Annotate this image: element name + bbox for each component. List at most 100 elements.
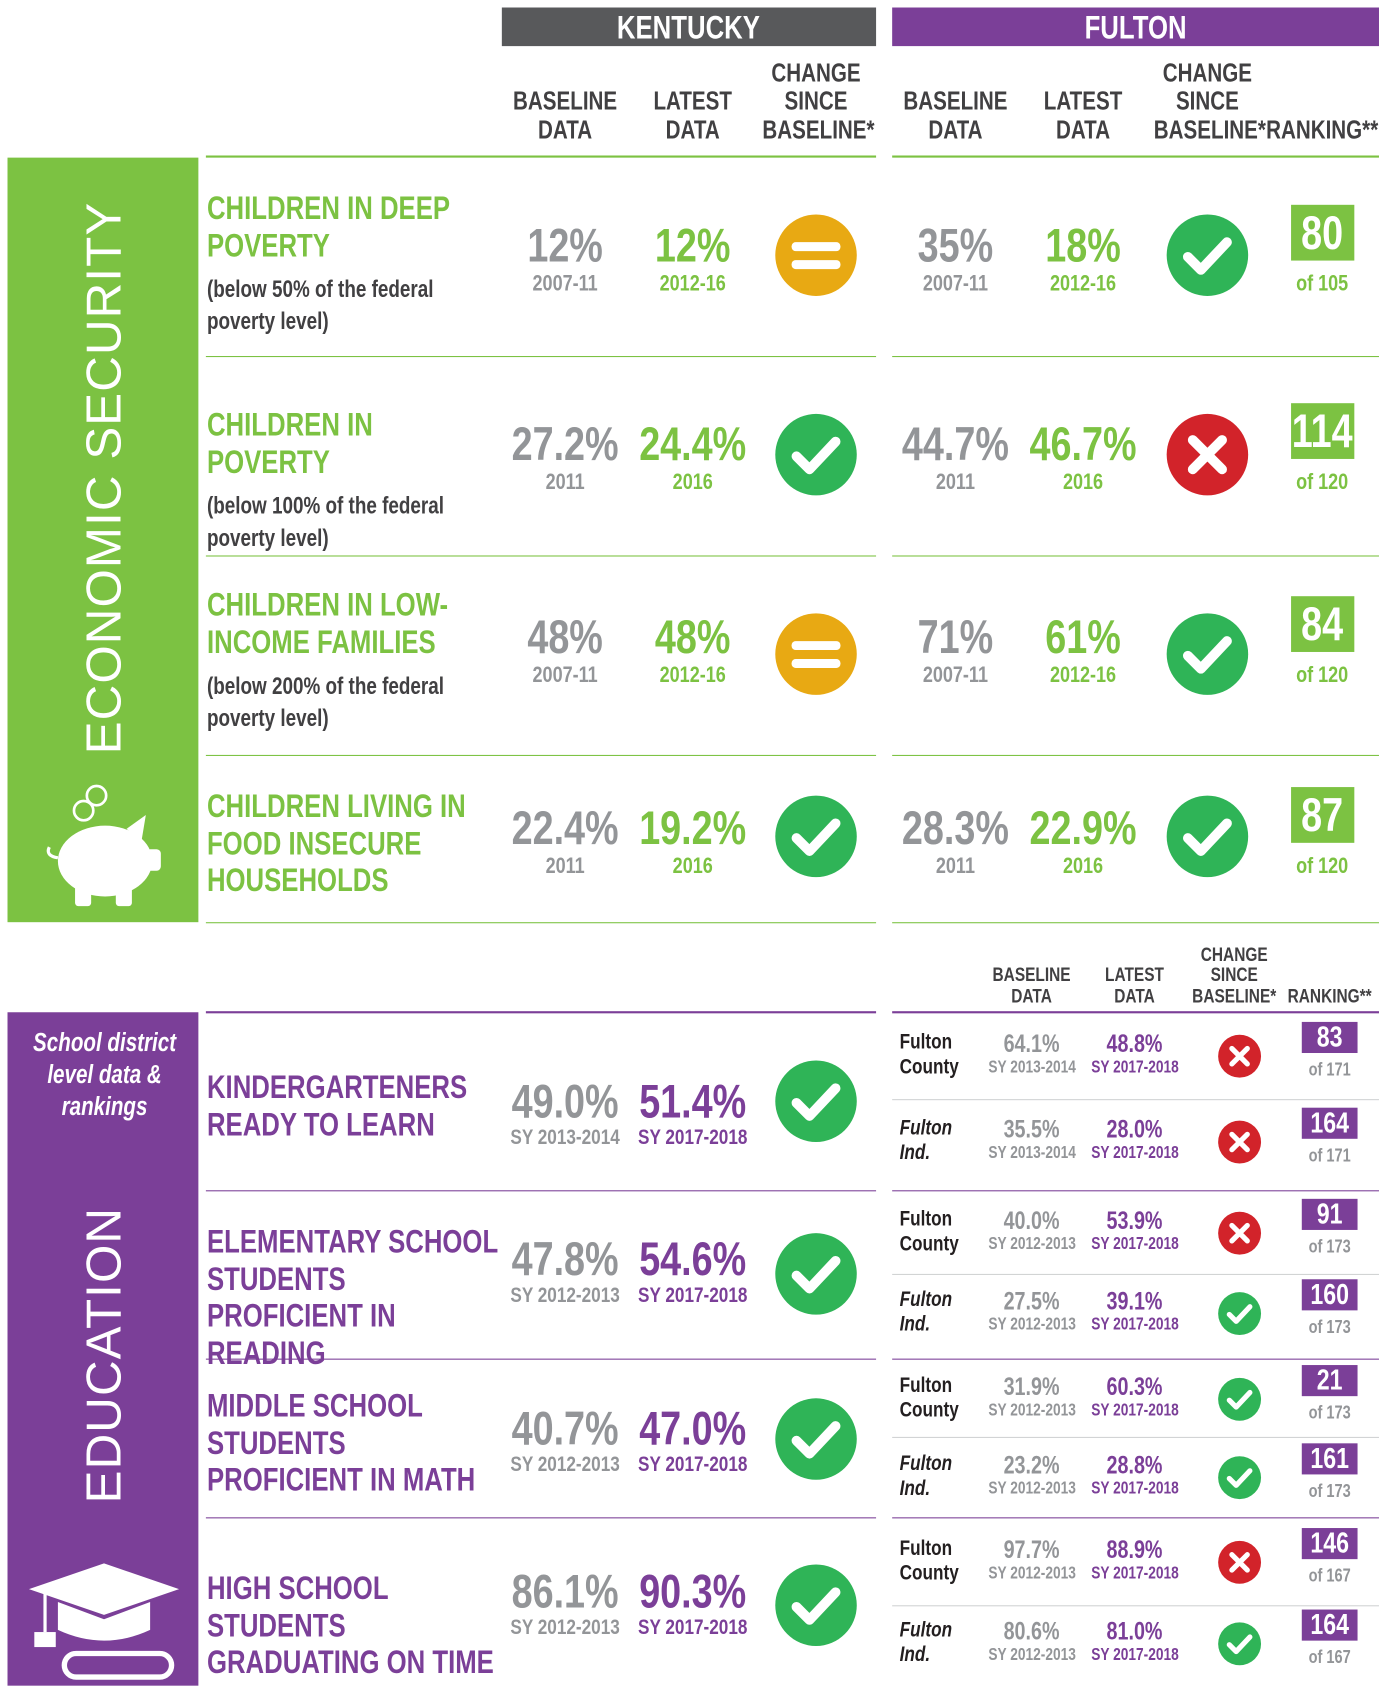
column-header: BASELINE DATA <box>992 964 1071 1008</box>
baseline-year: 2011 <box>935 853 975 879</box>
rank-of: of 173 <box>1308 1480 1351 1502</box>
latest-value: 12% <box>654 219 731 273</box>
latest-value: 51.4% <box>639 1075 747 1129</box>
latest-value: 18% <box>1045 219 1121 273</box>
district-name: Fulton County <box>899 1207 959 1256</box>
indicator-title: ELEMENTARY SCHOOL STUDENTS PROFICIENT IN… <box>206 1224 498 1371</box>
sidebar-note: School district level data & rankings <box>33 1028 177 1122</box>
cross-icon <box>1218 1034 1262 1078</box>
latest-value: 61% <box>1045 611 1121 664</box>
rank-value: 84 <box>1301 598 1344 651</box>
rank-of: of 120 <box>1296 662 1349 688</box>
district-name: Fulton Ind. <box>899 1451 953 1501</box>
check-icon <box>1166 214 1249 296</box>
check-icon <box>1218 1292 1262 1336</box>
indicator-label: CHILDREN IN DEEP POVERTY (below 50% of th… <box>207 191 497 337</box>
baseline-value: 12% <box>527 219 603 273</box>
column-header: CHANGE SINCE BASELINE* <box>1192 943 1277 1008</box>
rank-box <box>1291 204 1355 261</box>
check-icon <box>1218 1456 1262 1500</box>
column-header: CHANGE SINCE BASELINE* <box>1153 58 1266 145</box>
rank-of: of 173 <box>1308 1316 1351 1338</box>
check-icon <box>1218 1622 1262 1666</box>
baseline-year: SY 2012-2013 <box>987 1235 1076 1254</box>
latest-year: SY 2017-2018 <box>638 1452 748 1477</box>
baseline-year: 2011 <box>545 469 585 495</box>
baseline-value: 97.7% <box>1003 1535 1060 1564</box>
column-header: CHANGE SINCE BASELINE* <box>762 58 875 145</box>
rank-box <box>1291 596 1355 652</box>
cross-icon <box>1218 1120 1262 1164</box>
indicator-label: CHILDREN IN LOW-INCOME FAMILIES (below 20… <box>207 588 497 734</box>
rank-value: 21 <box>1316 1363 1343 1397</box>
rank-box <box>1301 1279 1358 1311</box>
indicator-note: (below 200% of the federal poverty level… <box>206 672 444 731</box>
piggy-bank-icon <box>46 784 161 907</box>
latest-value: 47.0% <box>639 1402 747 1456</box>
rank-box <box>1291 787 1355 843</box>
latest-year: 2016 <box>672 853 713 879</box>
rank-of: of 171 <box>1308 1145 1351 1166</box>
column-header-box: BASELINE DATA <box>511 59 618 145</box>
separator <box>892 555 1379 557</box>
latest-value: 39.1% <box>1106 1286 1163 1315</box>
latest-year: 2012-16 <box>1049 271 1117 296</box>
column-header-box: CHANGE SINCE BASELINE* <box>1190 933 1278 1008</box>
baseline-year: 2007-11 <box>922 271 988 296</box>
latest-value: 60.3% <box>1106 1372 1163 1401</box>
baseline-value: 40.0% <box>1003 1206 1060 1235</box>
rank-box <box>1291 403 1355 459</box>
baseline-year: SY 2013-2014 <box>987 1144 1076 1163</box>
cross-icon <box>1166 413 1249 496</box>
baseline-value: 80.6% <box>1003 1617 1060 1645</box>
separator <box>205 1190 877 1192</box>
column-header-box: RANKING** <box>1263 59 1381 145</box>
baseline-value: 47.8% <box>511 1233 619 1286</box>
latest-value: 54.6% <box>639 1233 747 1286</box>
district-name: Fulton County <box>899 1030 959 1079</box>
latest-year: SY 2017-2018 <box>638 1125 748 1150</box>
indicator-label: CHILDREN LIVING IN FOOD INSECURE HOUSEHO… <box>207 789 497 900</box>
separator <box>892 922 1379 924</box>
column-header-box: LATEST DATA <box>639 59 746 145</box>
district-name: Fulton County <box>899 1536 959 1585</box>
check-icon <box>775 1564 857 1646</box>
separator <box>205 356 877 358</box>
separator <box>892 155 1379 158</box>
latest-year: SY 2017-2018 <box>1090 1315 1179 1334</box>
column-header-box: LATEST DATA <box>1091 933 1179 1008</box>
indicator-title: CHILDREN IN DEEP POVERTY <box>206 190 450 264</box>
rank-box <box>1301 1365 1358 1397</box>
separator <box>892 356 1379 358</box>
separator <box>892 1517 1379 1519</box>
baseline-value: 23.2% <box>1003 1450 1060 1479</box>
separator <box>892 754 1379 756</box>
rank-value: 87 <box>1301 789 1344 842</box>
rank-value: 164 <box>1310 1608 1349 1641</box>
column-header: RANKING** <box>1266 115 1379 145</box>
rank-value: 160 <box>1310 1278 1349 1311</box>
separator <box>205 1011 877 1014</box>
kentucky-label: KENTUCKY <box>616 10 760 47</box>
latest-year: SY 2017-2018 <box>1090 1401 1179 1420</box>
rank-value: 80 <box>1301 206 1344 260</box>
separator <box>892 1605 1379 1607</box>
kentucky-header <box>501 7 877 47</box>
latest-year: 2016 <box>672 469 713 495</box>
latest-value: 48.8% <box>1106 1029 1163 1058</box>
column-header-box: LATEST DATA <box>1029 59 1136 145</box>
rank-of: of 120 <box>1296 853 1349 879</box>
check-icon <box>1166 795 1249 878</box>
baseline-value: 40.7% <box>511 1402 619 1456</box>
baseline-value: 71% <box>917 611 994 664</box>
indicator-title: KINDERGARTENERS READY TO LEARN <box>206 1070 468 1143</box>
baseline-value: 31.9% <box>1003 1372 1060 1401</box>
latest-value: 81.0% <box>1106 1617 1163 1645</box>
column-header: RANKING** <box>1287 985 1372 1008</box>
latest-value: 28.8% <box>1106 1450 1163 1479</box>
baseline-year: 2011 <box>935 469 975 495</box>
equal-icon <box>775 613 857 695</box>
baseline-value: 27.5% <box>1003 1286 1060 1315</box>
